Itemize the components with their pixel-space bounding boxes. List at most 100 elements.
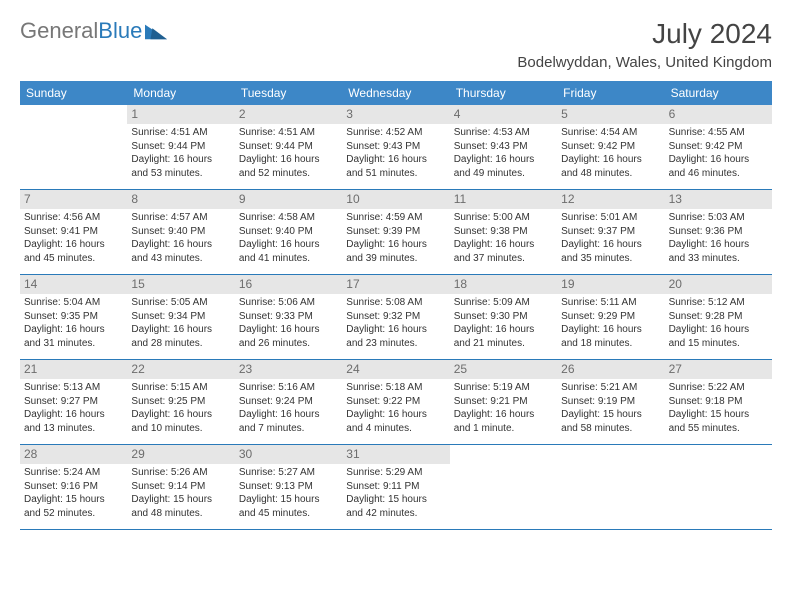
day-number: 19 (557, 275, 664, 294)
sunrise-text: Sunrise: 4:52 AM (346, 127, 445, 140)
sunset-text: Sunset: 9:22 PM (346, 396, 445, 409)
daylight-text: and 48 minutes. (561, 168, 660, 181)
sunrise-text: Sunrise: 5:08 AM (346, 297, 445, 310)
daylight-text: and 52 minutes. (24, 508, 123, 521)
day-cell: 11Sunrise: 5:00 AMSunset: 9:38 PMDayligh… (450, 190, 557, 274)
daylight-text: Daylight: 16 hours (24, 409, 123, 422)
sunrise-text: Sunrise: 5:03 AM (669, 212, 768, 225)
day-cell: 6Sunrise: 4:55 AMSunset: 9:42 PMDaylight… (665, 105, 772, 189)
daylight-text: Daylight: 16 hours (346, 154, 445, 167)
day-cell: 8Sunrise: 4:57 AMSunset: 9:40 PMDaylight… (127, 190, 234, 274)
daylight-text: and 48 minutes. (131, 508, 230, 521)
sunset-text: Sunset: 9:42 PM (669, 141, 768, 154)
daylight-text: and 7 minutes. (239, 423, 338, 436)
sunset-text: Sunset: 9:19 PM (561, 396, 660, 409)
daylight-text: and 45 minutes. (24, 253, 123, 266)
day-number: 26 (557, 360, 664, 379)
sunrise-text: Sunrise: 4:57 AM (131, 212, 230, 225)
calendar-page: GeneralBlue July 2024 Bodelwyddan, Wales… (0, 0, 792, 540)
day-number: 15 (127, 275, 234, 294)
daylight-text: Daylight: 16 hours (239, 239, 338, 252)
daylight-text: and 28 minutes. (131, 338, 230, 351)
daylight-text: Daylight: 16 hours (669, 154, 768, 167)
logo-triangle-icon (145, 22, 167, 40)
daylight-text: and 10 minutes. (131, 423, 230, 436)
daylight-text: and 58 minutes. (561, 423, 660, 436)
sunrise-text: Sunrise: 4:56 AM (24, 212, 123, 225)
sunrise-text: Sunrise: 5:26 AM (131, 467, 230, 480)
day-cell (450, 445, 557, 529)
sunset-text: Sunset: 9:40 PM (131, 226, 230, 239)
day-cell: 22Sunrise: 5:15 AMSunset: 9:25 PMDayligh… (127, 360, 234, 444)
sunrise-text: Sunrise: 5:19 AM (454, 382, 553, 395)
day-number: 1 (127, 105, 234, 124)
day-number: 14 (20, 275, 127, 294)
daylight-text: Daylight: 16 hours (239, 409, 338, 422)
day-number: 27 (665, 360, 772, 379)
daylight-text: and 52 minutes. (239, 168, 338, 181)
day-cell: 20Sunrise: 5:12 AMSunset: 9:28 PMDayligh… (665, 275, 772, 359)
daylight-text: Daylight: 16 hours (239, 324, 338, 337)
daylight-text: Daylight: 16 hours (346, 409, 445, 422)
sunset-text: Sunset: 9:37 PM (561, 226, 660, 239)
day-number: 17 (342, 275, 449, 294)
sunset-text: Sunset: 9:39 PM (346, 226, 445, 239)
daylight-text: Daylight: 16 hours (454, 324, 553, 337)
daylight-text: Daylight: 15 hours (239, 494, 338, 507)
daylight-text: and 46 minutes. (669, 168, 768, 181)
month-title: July 2024 (517, 18, 772, 50)
day-cell: 16Sunrise: 5:06 AMSunset: 9:33 PMDayligh… (235, 275, 342, 359)
daylight-text: and 33 minutes. (669, 253, 768, 266)
day-cell: 9Sunrise: 4:58 AMSunset: 9:40 PMDaylight… (235, 190, 342, 274)
sunset-text: Sunset: 9:18 PM (669, 396, 768, 409)
daylight-text: and 26 minutes. (239, 338, 338, 351)
sunrise-text: Sunrise: 5:06 AM (239, 297, 338, 310)
day-cell (665, 445, 772, 529)
sunset-text: Sunset: 9:11 PM (346, 481, 445, 494)
daylight-text: and 45 minutes. (239, 508, 338, 521)
day-number: 25 (450, 360, 557, 379)
sunset-text: Sunset: 9:30 PM (454, 311, 553, 324)
day-cell: 31Sunrise: 5:29 AMSunset: 9:11 PMDayligh… (342, 445, 449, 529)
day-cell: 5Sunrise: 4:54 AMSunset: 9:42 PMDaylight… (557, 105, 664, 189)
sunrise-text: Sunrise: 4:51 AM (239, 127, 338, 140)
sunrise-text: Sunrise: 4:55 AM (669, 127, 768, 140)
day-number: 23 (235, 360, 342, 379)
day-number: 9 (235, 190, 342, 209)
sunrise-text: Sunrise: 5:15 AM (131, 382, 230, 395)
day-cell: 15Sunrise: 5:05 AMSunset: 9:34 PMDayligh… (127, 275, 234, 359)
week-row: 1Sunrise: 4:51 AMSunset: 9:44 PMDaylight… (20, 105, 772, 190)
daylight-text: Daylight: 16 hours (561, 324, 660, 337)
sunset-text: Sunset: 9:36 PM (669, 226, 768, 239)
sunrise-text: Sunrise: 5:29 AM (346, 467, 445, 480)
day-cell: 4Sunrise: 4:53 AMSunset: 9:43 PMDaylight… (450, 105, 557, 189)
daylight-text: and 53 minutes. (131, 168, 230, 181)
daylight-text: Daylight: 16 hours (131, 409, 230, 422)
daylight-text: and 18 minutes. (561, 338, 660, 351)
sunrise-text: Sunrise: 5:05 AM (131, 297, 230, 310)
daylight-text: and 21 minutes. (454, 338, 553, 351)
sunset-text: Sunset: 9:34 PM (131, 311, 230, 324)
day-cell: 28Sunrise: 5:24 AMSunset: 9:16 PMDayligh… (20, 445, 127, 529)
day-number: 3 (342, 105, 449, 124)
sunset-text: Sunset: 9:32 PM (346, 311, 445, 324)
sunrise-text: Sunrise: 5:01 AM (561, 212, 660, 225)
sunset-text: Sunset: 9:25 PM (131, 396, 230, 409)
daylight-text: Daylight: 16 hours (131, 239, 230, 252)
week-row: 14Sunrise: 5:04 AMSunset: 9:35 PMDayligh… (20, 275, 772, 360)
day-number: 13 (665, 190, 772, 209)
day-number: 11 (450, 190, 557, 209)
day-cell: 13Sunrise: 5:03 AMSunset: 9:36 PMDayligh… (665, 190, 772, 274)
weekday-sat: Saturday (665, 81, 772, 105)
day-cell: 18Sunrise: 5:09 AMSunset: 9:30 PMDayligh… (450, 275, 557, 359)
daylight-text: Daylight: 16 hours (454, 239, 553, 252)
sunset-text: Sunset: 9:38 PM (454, 226, 553, 239)
daylight-text: Daylight: 15 hours (24, 494, 123, 507)
weekday-tue: Tuesday (235, 81, 342, 105)
day-cell: 7Sunrise: 4:56 AMSunset: 9:41 PMDaylight… (20, 190, 127, 274)
daylight-text: and 37 minutes. (454, 253, 553, 266)
sunset-text: Sunset: 9:13 PM (239, 481, 338, 494)
daylight-text: and 23 minutes. (346, 338, 445, 351)
sunrise-text: Sunrise: 4:51 AM (131, 127, 230, 140)
day-cell: 2Sunrise: 4:51 AMSunset: 9:44 PMDaylight… (235, 105, 342, 189)
